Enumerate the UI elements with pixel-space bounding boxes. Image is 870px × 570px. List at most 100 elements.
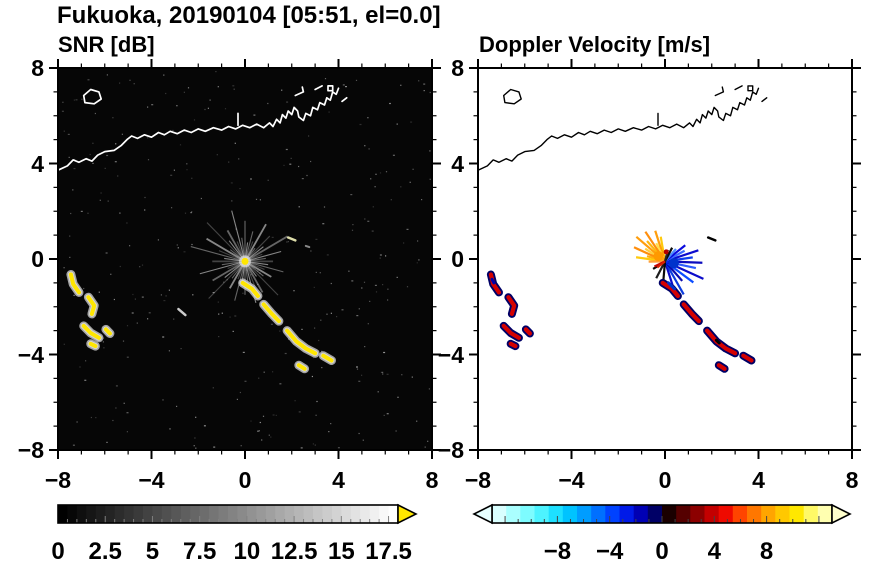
noise-speckle: [406, 228, 409, 230]
coastline: [761, 97, 768, 103]
x-tick-label: 4: [752, 467, 765, 493]
velocity-mark: [667, 281, 676, 291]
noise-speckle: [63, 267, 65, 269]
noise-speckle: [126, 222, 128, 224]
snr-colorbar-segment: [303, 505, 314, 523]
noise-speckle: [74, 158, 76, 161]
noise-speckle: [110, 273, 112, 275]
noise-speckle: [424, 446, 426, 448]
noise-speckle: [258, 377, 260, 379]
snr-colorbar-segment: [275, 505, 286, 523]
noise-speckle: [165, 92, 167, 95]
noise-speckle: [173, 169, 175, 171]
noise-speckle: [163, 74, 165, 76]
noise-speckle: [98, 291, 100, 293]
velocity-colorbar-segment: [817, 505, 833, 523]
snr-echo-core: [81, 323, 101, 340]
noise-speckle: [103, 347, 105, 349]
snr-colorbar-segment: [143, 505, 153, 523]
noise-speckle: [191, 243, 193, 246]
noise-speckle: [259, 272, 261, 274]
noise-speckle: [281, 89, 283, 91]
snr-ray: [244, 260, 284, 273]
noise-speckle: [141, 264, 144, 266]
noise-speckle: [330, 423, 332, 425]
snr-ray: [199, 260, 246, 275]
noise-speckle: [221, 312, 223, 314]
coastline: [294, 86, 305, 97]
noise-speckle: [328, 111, 330, 113]
noise-speckle: [122, 340, 125, 342]
velocity-colorbar-segment: [647, 505, 663, 523]
noise-speckle: [126, 356, 129, 358]
noise-speckle: [411, 376, 413, 378]
noise-speckle: [195, 416, 197, 418]
noise-speckle: [151, 104, 154, 106]
snr-colorbar-segment: [95, 505, 106, 523]
noise-speckle: [69, 256, 71, 258]
island-outline: [503, 88, 522, 105]
noise-speckle: [239, 391, 241, 394]
colorbar-under-arrow: [472, 503, 493, 525]
noise-speckle: [193, 119, 196, 121]
noise-speckle: [379, 254, 382, 256]
noise-speckle: [416, 420, 418, 422]
noise-speckle: [121, 133, 123, 135]
noise-speckle: [330, 282, 332, 285]
noise-speckle: [350, 194, 353, 196]
noise-speckle: [397, 396, 399, 398]
noise-speckle: [232, 330, 234, 332]
noise-speckle: [418, 259, 420, 261]
velocity-colorbar-segment: [591, 505, 606, 523]
noise-speckle: [203, 425, 206, 427]
snr-echo-core: [88, 341, 98, 349]
noise-speckle: [364, 218, 366, 220]
noise-speckle: [263, 371, 265, 373]
noise-speckle: [61, 110, 64, 112]
noise-speckle: [176, 405, 178, 407]
snr-colorbar-segment: [199, 505, 210, 523]
y-tick-label: −8: [17, 437, 44, 463]
velocity-colorbar-segment: [662, 505, 677, 523]
radar-center-marker: [653, 251, 664, 262]
noise-speckle: [290, 157, 292, 159]
noise-speckle: [240, 445, 242, 447]
velocity-echo-core: [704, 328, 738, 356]
noise-speckle: [169, 428, 171, 430]
snr-colorbar-segment: [86, 505, 97, 523]
noise-speckle: [204, 108, 206, 111]
noise-speckle: [63, 343, 65, 345]
noise-speckle: [191, 211, 193, 213]
snr-colorbar-segment: [322, 505, 333, 523]
snr-mark: [304, 244, 311, 249]
snr-colorbar-segment: [76, 505, 87, 523]
noise-speckle: [84, 379, 87, 381]
noise-speckle: [259, 421, 261, 424]
y-tick-label: −8: [437, 437, 464, 463]
noise-speckle: [76, 421, 78, 423]
colorbar-tick-label: 8: [759, 538, 774, 565]
noise-speckle: [94, 112, 96, 115]
velocity-colorbar-segment: [548, 505, 564, 523]
noise-speckle: [184, 212, 187, 214]
noise-speckle: [387, 299, 389, 301]
noise-speckle: [272, 414, 275, 416]
velocity-colorbar-segment: [775, 505, 791, 523]
noise-speckle: [218, 313, 220, 315]
noise-speckle: [371, 230, 374, 232]
velocity-colorbar-segment: [577, 505, 592, 523]
noise-speckle: [233, 88, 235, 90]
noise-speckle: [148, 312, 151, 314]
snr-colorbar-segment: [237, 505, 248, 523]
noise-speckle: [323, 206, 326, 208]
snr-colorbar-segment: [105, 505, 116, 523]
velocity-colorbar-segment: [534, 505, 550, 523]
noise-speckle: [258, 430, 260, 432]
noise-speckle: [403, 242, 405, 244]
noise-speckle: [400, 84, 402, 86]
snr-ray: [208, 261, 246, 299]
snr-colorbar-segment: [284, 505, 295, 523]
snr-colorbar-segment: [256, 505, 267, 523]
noise-speckle: [318, 339, 320, 342]
snr-colorbar-segment: [350, 505, 361, 523]
